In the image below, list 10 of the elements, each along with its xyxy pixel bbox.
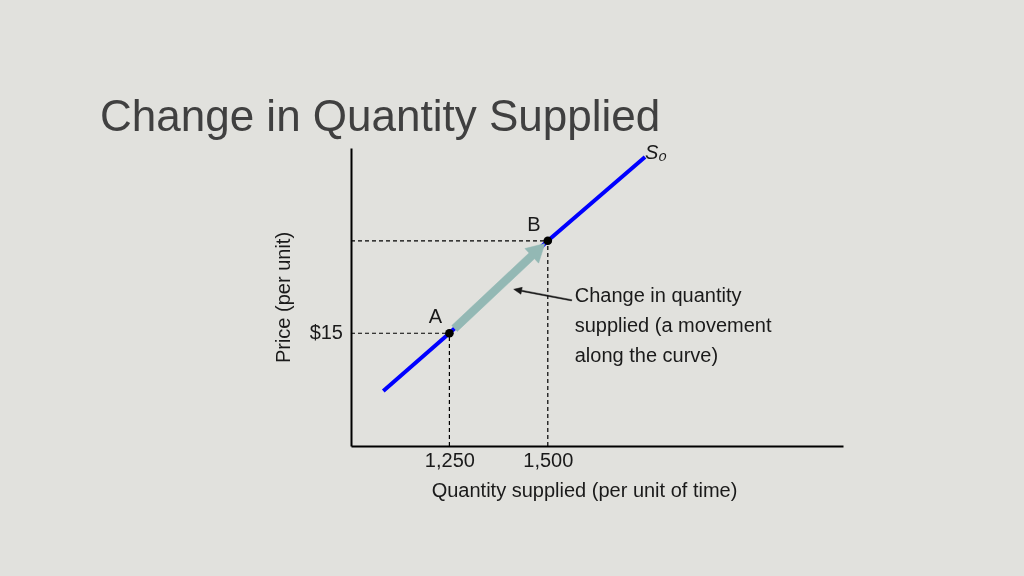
chart-title: Change in Quantity Supplied bbox=[100, 90, 661, 140]
y-axis-title: Price (per unit) bbox=[271, 231, 294, 364]
x-tick-label: 1,500 bbox=[523, 448, 574, 471]
series-label: S₀ bbox=[645, 140, 667, 163]
annotation: Change in quantity supplied (a movement along the curve) bbox=[574, 284, 772, 367]
annotation: A bbox=[428, 305, 443, 328]
annotation: B bbox=[527, 212, 541, 235]
text: $15 bbox=[309, 321, 343, 344]
x-tick-label: 1,250 bbox=[424, 448, 475, 471]
x-axis-title: Quantity supplied (per unit of time) bbox=[431, 478, 738, 501]
